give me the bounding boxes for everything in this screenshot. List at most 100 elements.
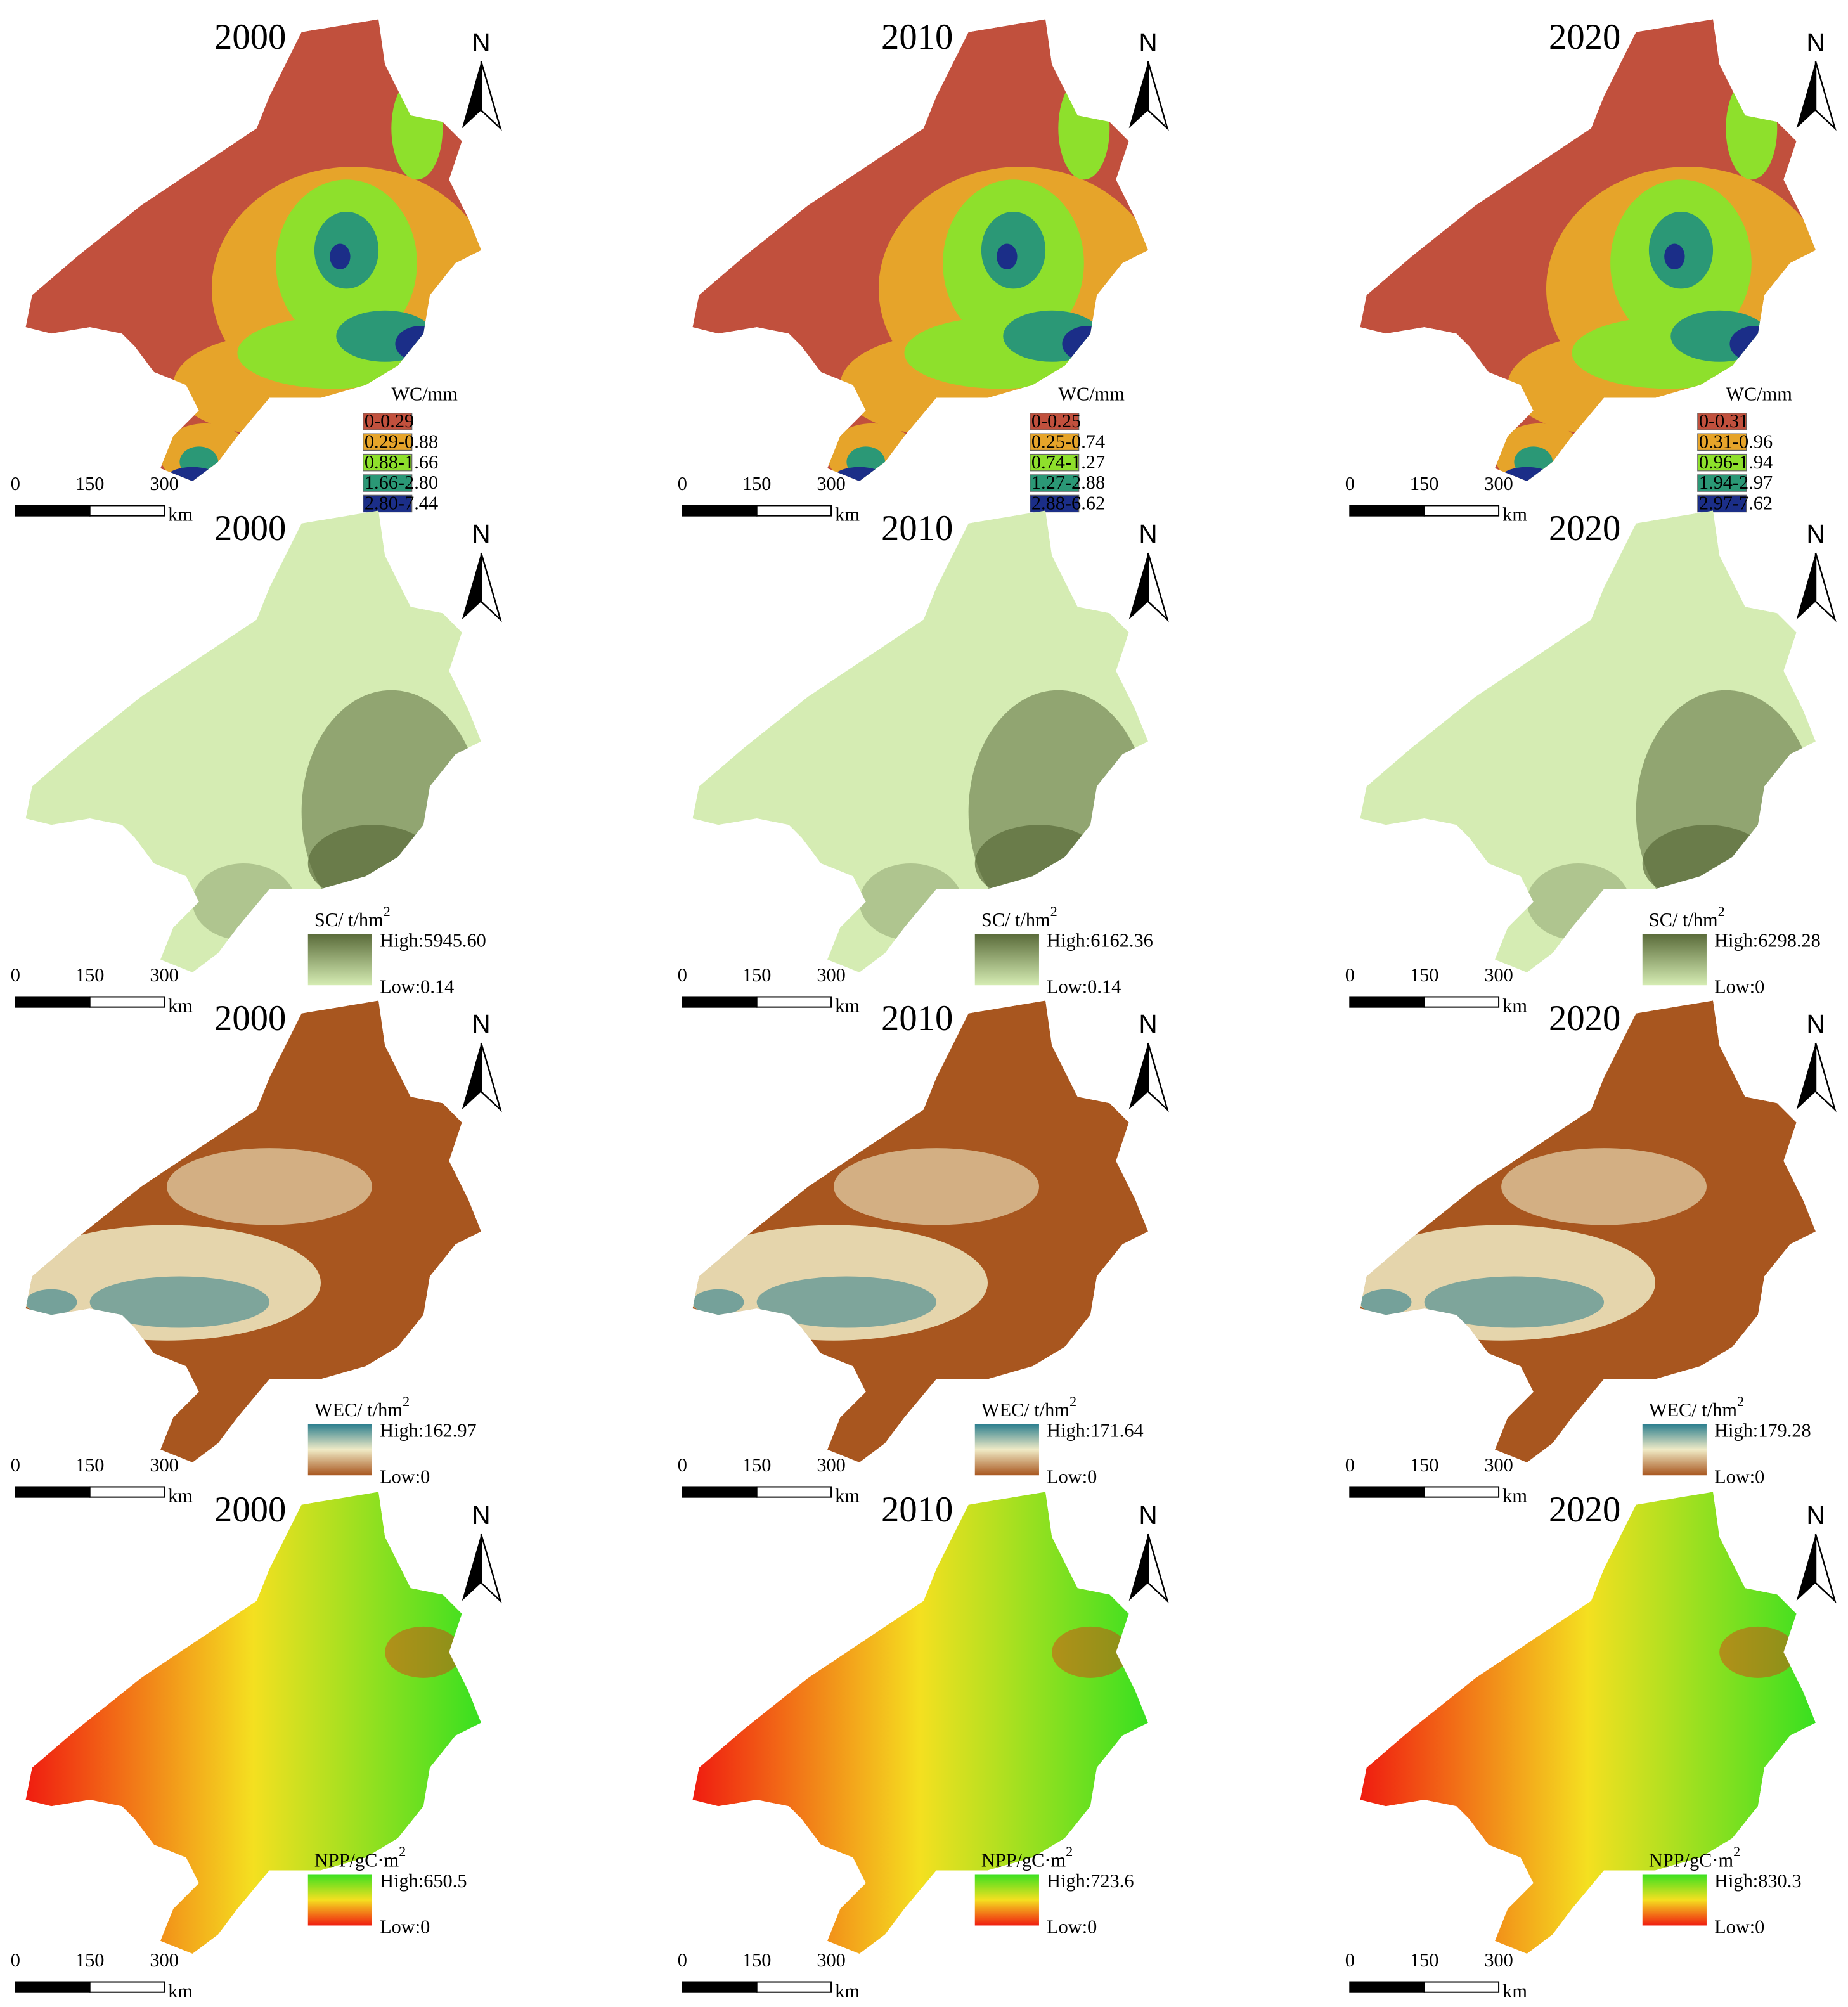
scale-label: 150 bbox=[75, 473, 105, 494]
map-patch bbox=[1664, 243, 1685, 270]
scale-bar-black bbox=[15, 1486, 91, 1498]
year-label: 2010 bbox=[881, 999, 953, 1038]
scale-label: 300 bbox=[150, 1454, 179, 1476]
scale-unit: km bbox=[168, 504, 193, 526]
scale-label: 300 bbox=[1484, 964, 1513, 986]
map-patch bbox=[1729, 326, 1781, 362]
legend-swatch bbox=[1697, 474, 1747, 492]
legend-ramp bbox=[974, 934, 1039, 986]
scale-label: 150 bbox=[1410, 473, 1439, 494]
legend-high: High:6162.36 bbox=[1047, 930, 1153, 952]
legend-title: WC/mm bbox=[1058, 383, 1125, 404]
scale-bar-white bbox=[756, 996, 832, 1008]
scale-label: 300 bbox=[817, 473, 846, 494]
scale-label: 300 bbox=[817, 1454, 846, 1476]
north-arrow-left bbox=[462, 553, 481, 620]
legend-title: WC/mm bbox=[391, 383, 458, 404]
north-label: N bbox=[472, 519, 490, 548]
north-arrow-left bbox=[462, 1534, 481, 1601]
scale-label: 150 bbox=[742, 1949, 772, 1971]
north-arrow-left bbox=[462, 61, 481, 129]
north-label: N bbox=[1806, 1500, 1825, 1530]
region-map bbox=[25, 1000, 481, 1462]
legend-label: 0.74-1.27 bbox=[1031, 451, 1105, 473]
map-area bbox=[25, 1492, 481, 1954]
north-label: N bbox=[1806, 519, 1825, 548]
north-arrow-left bbox=[1128, 1534, 1148, 1601]
region-map bbox=[692, 1000, 1148, 1462]
scale-label: 0 bbox=[678, 473, 687, 494]
legend-title-text: SC/ t/hm bbox=[981, 909, 1050, 931]
map-patch bbox=[859, 863, 962, 941]
north-label: N bbox=[1139, 1500, 1157, 1530]
legend-title-sup: 2 bbox=[1066, 1843, 1073, 1859]
scale-label: 300 bbox=[150, 473, 179, 494]
north-arrow-left bbox=[1128, 1043, 1148, 1110]
legend-title-text: WC/mm bbox=[1058, 383, 1125, 404]
legend-low: Low:0 bbox=[1714, 1916, 1764, 1938]
map-patch bbox=[301, 690, 481, 934]
scale-unit: km bbox=[835, 995, 860, 1017]
region-map bbox=[25, 510, 481, 972]
legend-title: WEC/ t/hm2 bbox=[314, 1393, 410, 1421]
legend-title: SC/ t/hm2 bbox=[981, 903, 1057, 931]
map-patch bbox=[1642, 825, 1771, 902]
scale-unit: km bbox=[1502, 1485, 1527, 1507]
scale-bar-white bbox=[89, 505, 165, 517]
north-arrow-right bbox=[1814, 1042, 1837, 1113]
scale-bar-black bbox=[1349, 996, 1425, 1008]
map-patch bbox=[167, 1148, 372, 1225]
legend-ramp bbox=[307, 1874, 372, 1926]
legend-title-text: NPP/gC·m bbox=[981, 1849, 1066, 1871]
map-patch bbox=[1058, 77, 1110, 180]
north-arrow-right bbox=[480, 1042, 502, 1113]
map-patch bbox=[1360, 1289, 1412, 1315]
legend-title-text: NPP/gC·m bbox=[314, 1849, 399, 1871]
scale-label: 0 bbox=[11, 964, 20, 986]
north-arrow-left bbox=[1128, 61, 1148, 129]
scale-bar-white bbox=[756, 505, 832, 517]
scale-bar-black bbox=[1349, 1981, 1425, 1993]
legend-title-sup: 2 bbox=[399, 1843, 406, 1859]
legend-title: WEC/ t/hm2 bbox=[1649, 1393, 1744, 1421]
map-patch bbox=[1062, 326, 1114, 362]
scale-unit: km bbox=[1502, 1980, 1527, 2002]
legend-low: Low:0 bbox=[1047, 1916, 1097, 1938]
north-label: N bbox=[472, 1009, 490, 1038]
map-patch bbox=[25, 1289, 77, 1315]
legend-label: 0.25-0.74 bbox=[1031, 430, 1105, 452]
year-label: 2020 bbox=[1549, 509, 1620, 548]
legend-label: 2.88-6.62 bbox=[1031, 493, 1105, 514]
region-map bbox=[692, 1492, 1148, 1954]
year-label: 2010 bbox=[881, 18, 953, 57]
region-map bbox=[1360, 1000, 1816, 1462]
map-area bbox=[692, 1492, 1148, 1954]
scale-label: 300 bbox=[817, 964, 846, 986]
legend-ramp bbox=[1642, 1424, 1707, 1476]
region-map bbox=[692, 510, 1148, 972]
scale-label: 300 bbox=[150, 964, 179, 986]
north-arrow-left bbox=[1796, 1534, 1816, 1601]
legend-label: 2.97-7.62 bbox=[1699, 493, 1773, 514]
legend-ramp bbox=[307, 1424, 372, 1476]
region-map bbox=[1360, 510, 1816, 972]
year-label: 2000 bbox=[214, 999, 286, 1038]
north-arrow-left bbox=[1128, 553, 1148, 620]
scale-label: 0 bbox=[1345, 1454, 1355, 1476]
scale-label: 150 bbox=[1410, 1454, 1439, 1476]
map-area bbox=[1360, 1000, 1816, 1462]
year-label: 2020 bbox=[1549, 18, 1620, 57]
scale-label: 300 bbox=[1484, 473, 1513, 494]
legend-swatch bbox=[363, 433, 413, 451]
scale-bar-black bbox=[15, 996, 91, 1008]
legend-title: SC/ t/hm2 bbox=[314, 903, 391, 931]
legend-title-sup: 2 bbox=[1737, 1393, 1744, 1409]
legend-low: Low:0 bbox=[1714, 976, 1764, 997]
scale-bar-black bbox=[682, 996, 758, 1008]
north-arrow-right bbox=[1147, 1533, 1169, 1604]
map-patch bbox=[997, 243, 1018, 270]
